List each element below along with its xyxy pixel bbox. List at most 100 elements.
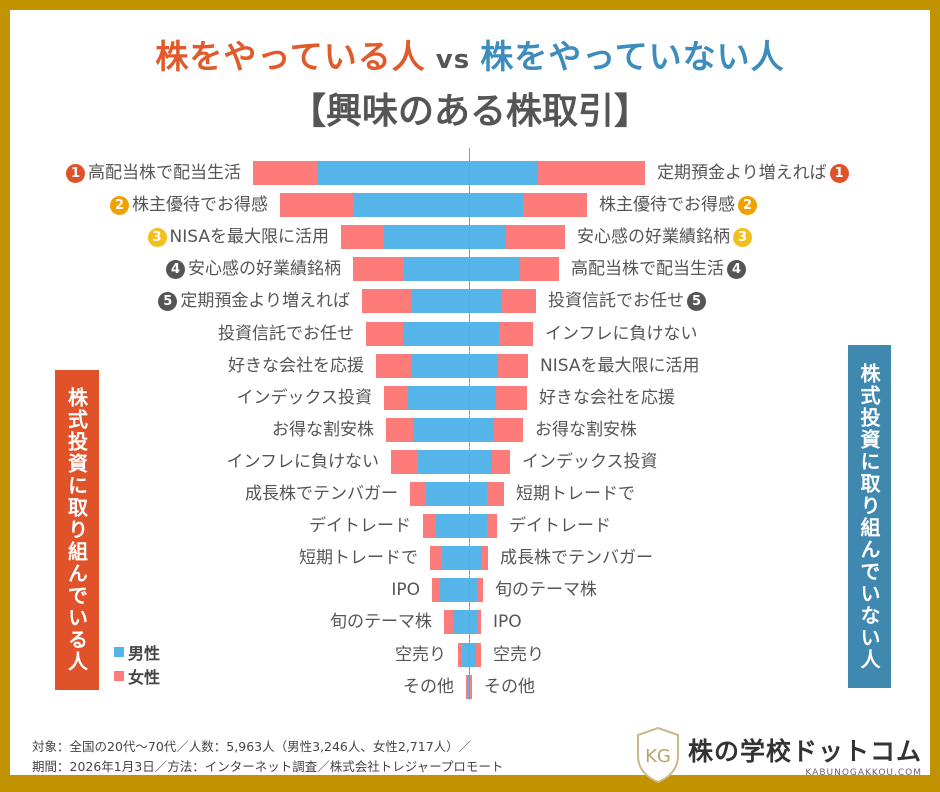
left-male-bar: [436, 514, 469, 539]
left-category-label: インデックス投資: [237, 386, 373, 410]
left-female-bar: [410, 482, 426, 506]
right-male-bar: [469, 161, 538, 185]
right-male-bar: [469, 321, 499, 346]
right-male-bar: [469, 578, 477, 603]
survey-note-line2: 期間：2026年1月3日／方法：インターネット調査／株式会社トレジャープロモート: [32, 759, 504, 774]
category-text: IPO: [493, 612, 522, 633]
left-male-bar: [441, 546, 469, 571]
right-category-label: 空売り: [493, 643, 544, 667]
category-text: 安心感の好業績銘柄: [188, 259, 341, 280]
left-male-bar: [403, 321, 469, 346]
category-text: 高配当株で配当生活: [571, 259, 724, 280]
left-female-bar: [466, 674, 467, 699]
right-category-label: お得な割安株: [535, 418, 637, 442]
right-female-bar: [487, 514, 497, 539]
category-text: 空売り: [493, 644, 544, 665]
right-male-bar: [469, 610, 477, 635]
left-female-bar: [362, 289, 411, 314]
left-category-label: 好きな会社を応援: [228, 354, 364, 378]
right-category-label: インフレに負けない: [545, 322, 698, 346]
right-female-bar: [470, 674, 472, 699]
right-female-bar: [496, 385, 527, 410]
left-female-bar: [353, 257, 404, 282]
left-female-bar: [376, 353, 412, 378]
left-male-bar: [440, 578, 469, 603]
right-female-bar: [498, 353, 528, 378]
title-left: 株をやっている人: [155, 37, 426, 76]
category-text: 安心感の好業績銘柄: [577, 227, 730, 248]
rank-badge-icon: 3: [733, 227, 752, 247]
left-female-bar: [458, 642, 462, 667]
logo-name: 株の学校ドットコム: [688, 737, 923, 766]
legend-male-label: 男性: [128, 644, 161, 663]
right-male-bar: [469, 193, 523, 218]
left-male-bar: [412, 353, 469, 378]
left-female-bar: [430, 546, 441, 571]
category-text: 好きな会社を応援: [539, 387, 675, 408]
category-text: お得な割安株: [272, 419, 374, 440]
side-label-investors: 株式投資に取り組んでいる人: [55, 370, 99, 690]
rank-badge-icon: 1: [66, 163, 85, 183]
left-female-bar: [391, 449, 418, 474]
right-male-bar: [469, 514, 487, 539]
right-male-bar: [469, 642, 476, 667]
right-category-label: 投資信託でお任せ 5: [548, 289, 706, 313]
title: 株をやっている人 vs 株をやっていない人: [0, 30, 940, 78]
left-female-bar: [366, 321, 403, 346]
category-text: 投資信託でお任せ: [548, 291, 684, 312]
legend-female: 女性: [114, 664, 160, 688]
category-text: お得な割安株: [535, 419, 637, 440]
right-male-bar: [469, 482, 487, 506]
right-female-bar: [481, 546, 488, 571]
right-male-bar: [469, 546, 481, 571]
right-female-bar: [520, 257, 559, 282]
logo: KG 株の学校ドットコム KABUNOGAKKOU.COM: [634, 726, 922, 784]
category-text: インデックス投資: [236, 387, 373, 408]
left-category-label: 4 安心感の好業績銘柄: [166, 257, 341, 281]
left-female-bar: [341, 225, 384, 250]
left-male-bar: [462, 642, 469, 667]
left-male-bar: [453, 610, 469, 635]
right-category-label: その他: [484, 675, 535, 699]
left-male-bar: [408, 385, 469, 410]
side-label-non-investors: 株式投資に取り組んでいない人: [848, 345, 891, 688]
left-male-bar: [413, 417, 469, 442]
left-male-bar: [404, 257, 469, 282]
left-male-bar: [318, 161, 469, 185]
right-category-label: 定期預金より増えれば 1: [657, 161, 849, 185]
left-category-label: 旬のテーマ株: [330, 610, 432, 634]
left-female-bar: [423, 514, 436, 539]
right-male-bar: [469, 417, 494, 442]
category-text: 短期トレードで: [516, 484, 635, 504]
right-female-bar: [502, 289, 536, 314]
center-axis: [469, 148, 470, 700]
left-female-bar: [384, 385, 408, 410]
category-text: 成長株でテンバガー: [245, 484, 398, 504]
right-category-label: NISAを最大限に活用: [540, 354, 699, 378]
left-category-label: 投資信託でお任せ: [218, 322, 354, 346]
right-category-label: 高配当株で配当生活 4: [571, 257, 746, 281]
category-text: 株主優待でお得感: [599, 195, 735, 216]
right-male-bar: [469, 353, 498, 378]
survey-note-line1: 対象：全国の20代～70代／人数：5,963人（男性3,246人、女性2,717…: [32, 739, 472, 754]
category-text: 旬のテーマ株: [495, 580, 597, 601]
rank-badge-icon: 2: [738, 195, 757, 215]
right-category-label: 成長株でテンバガー: [500, 546, 653, 570]
category-text: インデックス投資: [522, 451, 658, 472]
left-male-bar: [426, 482, 469, 506]
rank-badge-icon: 5: [158, 291, 178, 311]
legend-female-label: 女性: [128, 668, 161, 687]
legend: 男性 女性: [114, 640, 160, 688]
category-text: NISAを最大限に活用: [169, 227, 329, 248]
rank-badge-icon: 4: [166, 259, 185, 279]
left-category-label: IPO: [391, 578, 420, 602]
right-category-label: 株主優待でお得感 2: [599, 193, 757, 217]
title-vs: vs: [435, 45, 471, 75]
left-category-label: デイトレード: [309, 514, 411, 538]
right-female-bar: [494, 417, 523, 442]
category-text: 投資信託でお任せ: [218, 323, 354, 344]
category-text: デイトレード: [509, 516, 611, 537]
category-text: 定期預金より増えれば: [657, 163, 827, 183]
right-category-label: インデックス投資: [522, 450, 658, 474]
left-category-label: 成長株でテンバガー: [245, 482, 398, 506]
